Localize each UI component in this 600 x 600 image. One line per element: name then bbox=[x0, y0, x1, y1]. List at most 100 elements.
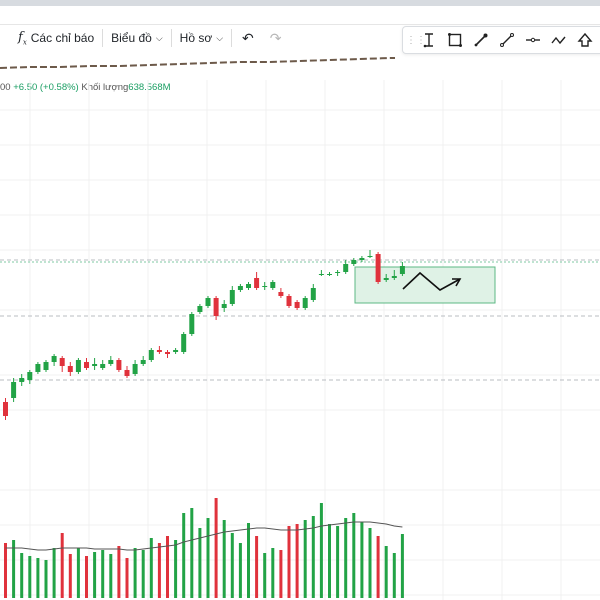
drawn-zigzag-arrow[interactable] bbox=[402, 271, 461, 291]
volume-bar bbox=[125, 558, 129, 598]
top-strip bbox=[0, 0, 600, 6]
candle[interactable] bbox=[327, 274, 332, 275]
candle[interactable] bbox=[278, 292, 284, 296]
candle[interactable] bbox=[294, 302, 300, 308]
volume-bar bbox=[263, 553, 267, 598]
candle[interactable] bbox=[27, 372, 33, 380]
candle[interactable] bbox=[246, 284, 251, 288]
legend-prefix: 00 bbox=[0, 82, 11, 93]
candle[interactable] bbox=[286, 296, 292, 306]
volume-bar bbox=[20, 553, 24, 598]
candle[interactable] bbox=[375, 254, 381, 282]
volume-bar bbox=[303, 520, 307, 598]
candle[interactable] bbox=[318, 274, 324, 275]
volume-bar bbox=[279, 550, 283, 598]
volume-bar bbox=[101, 550, 105, 598]
candle[interactable] bbox=[173, 350, 179, 352]
candle[interactable] bbox=[351, 260, 357, 264]
candle[interactable] bbox=[3, 402, 8, 416]
volume-bar bbox=[311, 516, 315, 598]
candle[interactable] bbox=[399, 266, 405, 274]
price-change: +6.50 (+0.58%) bbox=[13, 82, 79, 93]
toolbar-divider bbox=[231, 29, 233, 47]
volume-bar bbox=[4, 543, 7, 598]
trend-line-tool-button[interactable] bbox=[494, 28, 520, 52]
candle[interactable] bbox=[270, 282, 276, 288]
candle[interactable] bbox=[124, 370, 130, 376]
candle[interactable] bbox=[19, 378, 25, 382]
candle[interactable] bbox=[262, 286, 268, 287]
volume-bar bbox=[36, 558, 40, 598]
ohlc-legend: 00 +6.50 (+0.58%) Khối lượng638.568M bbox=[0, 82, 171, 93]
candle[interactable] bbox=[310, 288, 316, 300]
text-tool-button[interactable] bbox=[416, 28, 442, 52]
candle[interactable] bbox=[181, 334, 187, 352]
volume-bar bbox=[12, 540, 16, 598]
drawing-toolbar: ⋮⋮ bbox=[402, 26, 600, 54]
volume-bar bbox=[182, 513, 186, 598]
candle[interactable] bbox=[11, 382, 17, 398]
candle[interactable] bbox=[84, 362, 89, 368]
candle[interactable] bbox=[197, 306, 203, 312]
arrow-up-tool-button[interactable] bbox=[572, 28, 598, 52]
rectangle-tool-button[interactable] bbox=[442, 28, 468, 52]
candle[interactable] bbox=[75, 360, 81, 372]
candle[interactable] bbox=[229, 290, 235, 304]
volume-bar bbox=[157, 543, 161, 598]
brush-tool-button[interactable] bbox=[468, 28, 494, 52]
candle[interactable] bbox=[237, 286, 243, 290]
arrow-up-icon bbox=[577, 32, 593, 47]
candle[interactable] bbox=[302, 298, 308, 308]
price-chart[interactable] bbox=[0, 52, 600, 600]
horizontal-line-tool-button[interactable] bbox=[520, 28, 546, 52]
candle[interactable] bbox=[132, 364, 138, 374]
candle[interactable] bbox=[391, 276, 397, 278]
volume-bar bbox=[117, 546, 121, 598]
candle[interactable] bbox=[189, 314, 195, 334]
volume-bar bbox=[28, 556, 32, 598]
candle[interactable] bbox=[108, 360, 114, 364]
candle[interactable] bbox=[67, 366, 73, 372]
volume-bar bbox=[400, 534, 404, 598]
candle[interactable] bbox=[221, 304, 227, 308]
candle[interactable] bbox=[335, 272, 341, 273]
redo-button[interactable]: ↷ bbox=[262, 26, 290, 50]
candles-layer bbox=[3, 250, 405, 420]
candle[interactable] bbox=[100, 364, 106, 368]
candle[interactable] bbox=[43, 362, 49, 370]
volume-bar bbox=[328, 524, 331, 598]
candle[interactable] bbox=[367, 256, 373, 257]
path-tool-button[interactable] bbox=[546, 28, 572, 52]
candle[interactable] bbox=[383, 278, 389, 280]
volume-bar bbox=[287, 526, 291, 598]
top-bar bbox=[0, 0, 600, 25]
text-cursor-icon bbox=[423, 33, 433, 48]
candle[interactable] bbox=[254, 278, 260, 288]
candle[interactable] bbox=[205, 298, 211, 306]
drag-grip-icon[interactable]: ⋮⋮ bbox=[406, 34, 426, 46]
candle[interactable] bbox=[156, 350, 162, 352]
candle[interactable] bbox=[59, 358, 65, 366]
reference-lines bbox=[0, 259, 600, 381]
undo-button[interactable]: ↶ bbox=[234, 26, 262, 50]
profile-dropdown[interactable]: Hồ sơ ⌵ bbox=[174, 26, 229, 50]
candle[interactable] bbox=[116, 360, 122, 370]
candle[interactable] bbox=[140, 360, 146, 364]
volume-bar bbox=[190, 508, 194, 598]
candle[interactable] bbox=[51, 356, 57, 362]
candle[interactable] bbox=[165, 352, 170, 354]
profile-label: Hồ sơ bbox=[179, 31, 213, 45]
candle[interactable] bbox=[343, 264, 349, 272]
chart-type-dropdown[interactable]: Biểu đồ ⌵ bbox=[105, 26, 169, 50]
candle[interactable] bbox=[35, 364, 41, 372]
candle[interactable] bbox=[92, 364, 98, 366]
volume-bar bbox=[222, 520, 226, 598]
candle[interactable] bbox=[213, 298, 219, 316]
candle[interactable] bbox=[359, 258, 365, 260]
candle[interactable] bbox=[148, 350, 154, 360]
indicators-button[interactable]: fx Các chỉ báo bbox=[12, 26, 100, 50]
indicators-label: Các chỉ báo bbox=[30, 31, 95, 45]
volume-layer bbox=[4, 498, 404, 598]
volume-bar bbox=[295, 524, 299, 598]
undo-icon: ↶ bbox=[242, 29, 254, 46]
